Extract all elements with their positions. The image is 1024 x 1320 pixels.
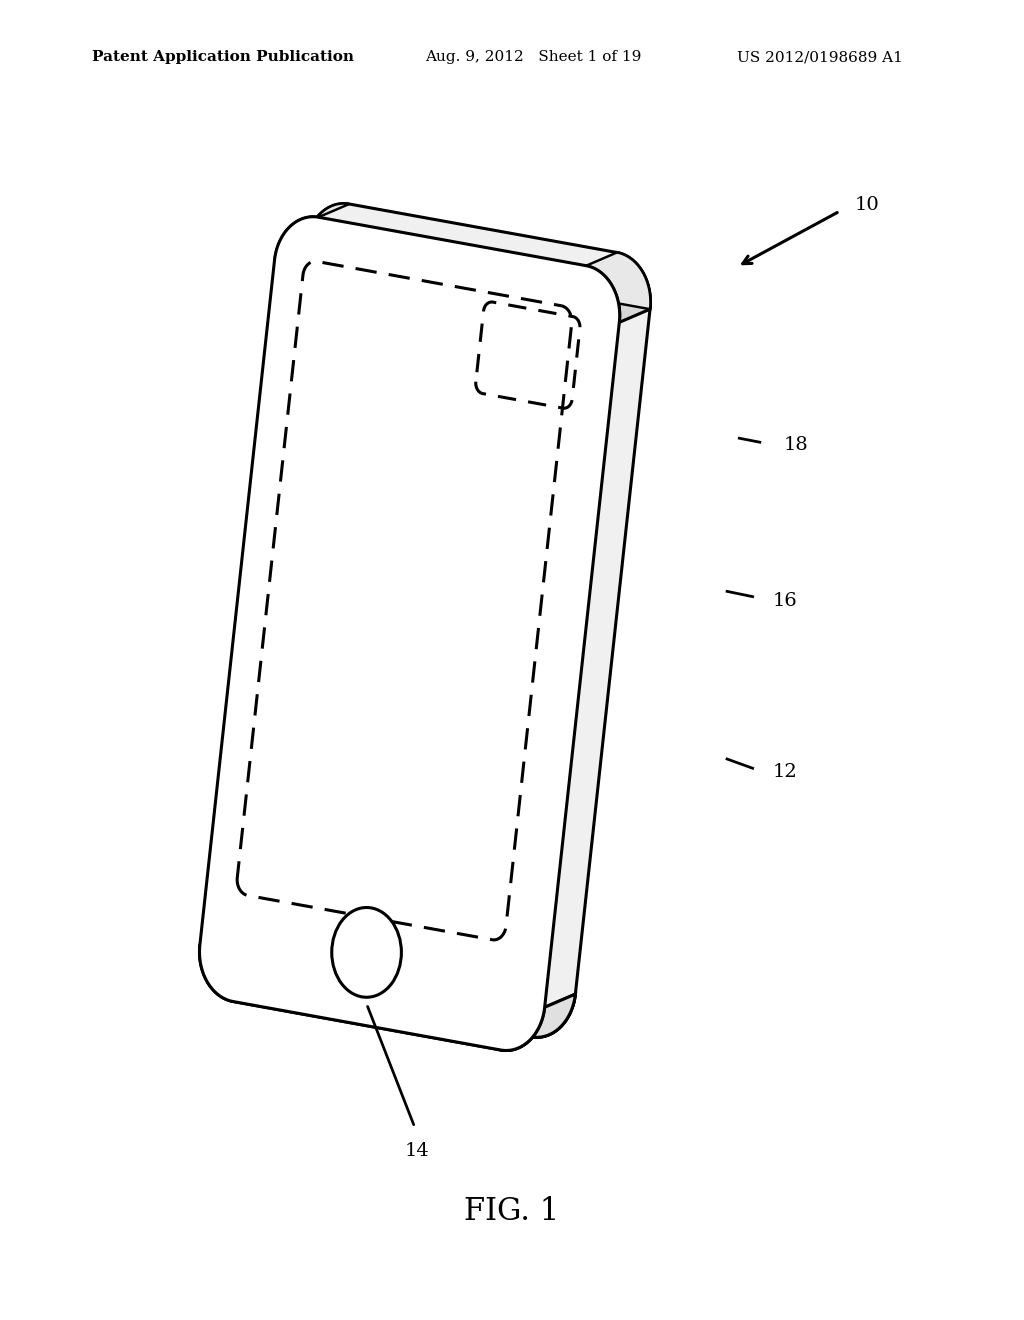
Polygon shape — [200, 216, 620, 1051]
Polygon shape — [501, 252, 650, 1051]
Text: 12: 12 — [773, 763, 798, 781]
Text: US 2012/0198689 A1: US 2012/0198689 A1 — [737, 50, 903, 65]
Text: 16: 16 — [773, 591, 798, 610]
Text: 10: 10 — [855, 195, 880, 214]
Circle shape — [332, 908, 401, 998]
Text: Aug. 9, 2012   Sheet 1 of 19: Aug. 9, 2012 Sheet 1 of 19 — [425, 50, 641, 65]
Text: FIG. 1: FIG. 1 — [464, 1196, 560, 1228]
Text: 14: 14 — [404, 1142, 429, 1160]
Polygon shape — [274, 203, 650, 322]
Text: Patent Application Publication: Patent Application Publication — [92, 50, 354, 65]
Polygon shape — [200, 932, 575, 1051]
Text: 18: 18 — [783, 436, 808, 454]
Polygon shape — [230, 203, 650, 1038]
